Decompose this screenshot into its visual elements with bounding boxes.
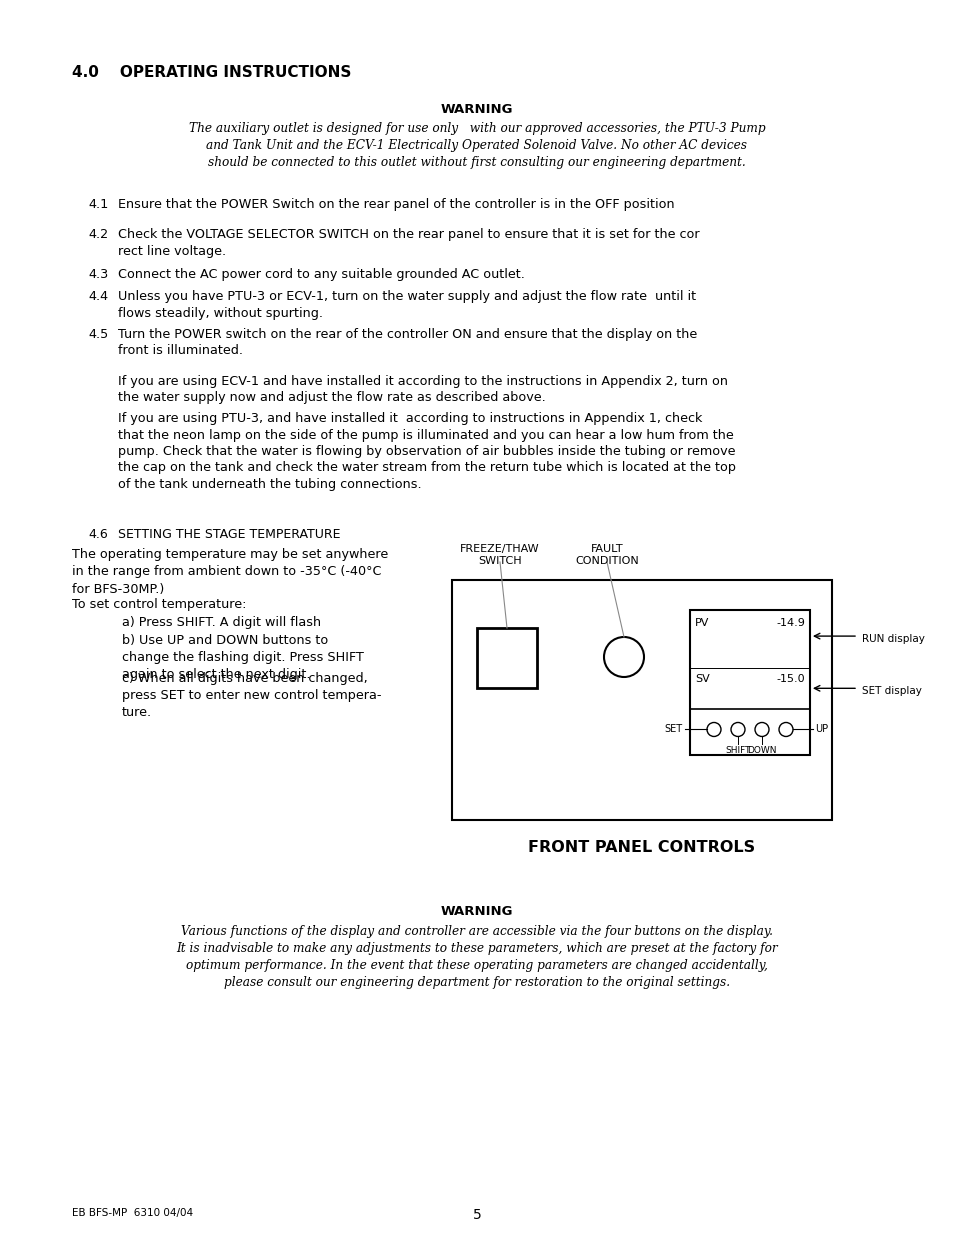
Text: The operating temperature may be set anywhere
in the range from ambient down to : The operating temperature may be set any… bbox=[71, 548, 388, 597]
Text: FREEZE/THAW
SWITCH: FREEZE/THAW SWITCH bbox=[459, 543, 539, 567]
Text: 4.5: 4.5 bbox=[88, 329, 108, 341]
Text: 4.2: 4.2 bbox=[88, 228, 108, 241]
Text: FRONT PANEL CONTROLS: FRONT PANEL CONTROLS bbox=[528, 840, 755, 855]
Text: UP: UP bbox=[814, 725, 827, 735]
Bar bbox=[476, 629, 537, 688]
Text: -15.0: -15.0 bbox=[776, 674, 804, 684]
Text: EB BFS-MP  6310 04/04: EB BFS-MP 6310 04/04 bbox=[71, 1208, 193, 1218]
Text: -14.9: -14.9 bbox=[776, 618, 804, 629]
Text: Various functions of the display and controller are accessible via the four butt: Various functions of the display and con… bbox=[176, 925, 777, 989]
Text: 4.3: 4.3 bbox=[88, 268, 108, 282]
Bar bbox=[689, 610, 809, 755]
Text: SET display: SET display bbox=[862, 687, 921, 697]
Text: 4.4: 4.4 bbox=[88, 290, 108, 303]
Text: WARNING: WARNING bbox=[440, 103, 513, 116]
Bar bbox=[452, 580, 831, 820]
Text: If you are using PTU-3, and have installed it  according to instructions in Appe: If you are using PTU-3, and have install… bbox=[118, 412, 735, 492]
Text: RUN display: RUN display bbox=[862, 634, 923, 645]
Text: a) Press SHIFT. A digit will flash: a) Press SHIFT. A digit will flash bbox=[122, 616, 321, 629]
Text: Unless you have PTU-3 or ECV-1, turn on the water supply and adjust the flow rat: Unless you have PTU-3 or ECV-1, turn on … bbox=[118, 290, 696, 320]
Text: SET: SET bbox=[664, 725, 682, 735]
Text: To set control temperature:: To set control temperature: bbox=[71, 598, 246, 611]
Text: If you are using ECV-1 and have installed it according to the instructions in Ap: If you are using ECV-1 and have installe… bbox=[118, 375, 727, 405]
Text: SV: SV bbox=[695, 674, 709, 684]
Text: SHIFT: SHIFT bbox=[724, 746, 750, 756]
Text: Ensure that the POWER Switch on the rear panel of the controller is in the OFF p: Ensure that the POWER Switch on the rear… bbox=[118, 198, 674, 211]
Text: Turn the POWER switch on the rear of the controller ON and ensure that the displ: Turn the POWER switch on the rear of the… bbox=[118, 329, 697, 357]
Text: The auxiliary outlet is designed for use only   with our approved accessories, t: The auxiliary outlet is designed for use… bbox=[189, 122, 764, 169]
Text: c) When all digits have been changed,
press SET to enter new control tempera-
tu: c) When all digits have been changed, pr… bbox=[122, 672, 381, 719]
Text: WARNING: WARNING bbox=[440, 905, 513, 918]
Text: Check the VOLTAGE SELECTOR SWITCH on the rear panel to ensure that it is set for: Check the VOLTAGE SELECTOR SWITCH on the… bbox=[118, 228, 699, 258]
Text: DOWN: DOWN bbox=[746, 746, 776, 756]
Text: FAULT
CONDITION: FAULT CONDITION bbox=[575, 543, 639, 567]
Text: Connect the AC power cord to any suitable grounded AC outlet.: Connect the AC power cord to any suitabl… bbox=[118, 268, 524, 282]
Text: 4.1: 4.1 bbox=[88, 198, 108, 211]
Text: SETTING THE STAGE TEMPERATURE: SETTING THE STAGE TEMPERATURE bbox=[118, 529, 340, 541]
Text: 4.0    OPERATING INSTRUCTIONS: 4.0 OPERATING INSTRUCTIONS bbox=[71, 65, 351, 80]
Text: b) Use UP and DOWN buttons to
change the flashing digit. Press SHIFT
again to se: b) Use UP and DOWN buttons to change the… bbox=[122, 634, 363, 680]
Text: 4.6: 4.6 bbox=[88, 529, 108, 541]
Text: PV: PV bbox=[695, 618, 709, 629]
Text: 5: 5 bbox=[472, 1208, 481, 1221]
